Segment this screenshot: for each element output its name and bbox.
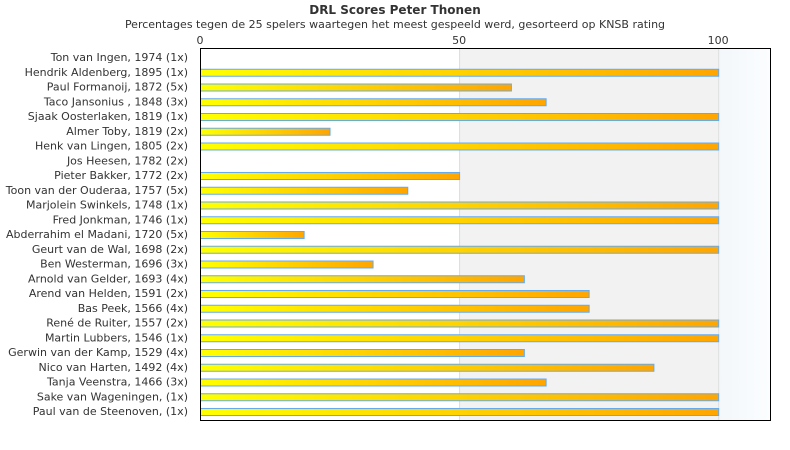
bar <box>200 231 305 239</box>
bar <box>200 127 331 136</box>
y-category-label: Sjaak Oosterlaken, 1819 (1x) <box>28 110 188 123</box>
y-category-label: Geurt van de Wal, 1698 (2x) <box>32 243 188 256</box>
y-category-label: Sake van Wageningen, (1x) <box>37 390 188 403</box>
bar <box>200 408 720 416</box>
bar <box>200 319 720 328</box>
chart-title: DRL Scores Peter Thonen <box>309 3 481 17</box>
bar <box>200 142 720 151</box>
bar <box>200 378 547 387</box>
bar <box>200 260 374 269</box>
y-category-label: Paul Formanoij, 1872 (5x) <box>47 81 188 94</box>
bar <box>200 201 720 210</box>
y-category-label: Jos Heesen, 1782 (2x) <box>66 154 188 167</box>
x-tick-label: 50 <box>452 34 466 47</box>
y-category-label: Pieter Bakker, 1772 (2x) <box>54 169 188 182</box>
y-category-label: Arnold van Gelder, 1693 (4x) <box>28 272 188 285</box>
bar <box>200 304 590 313</box>
bar <box>200 172 461 180</box>
x-tick-label: 0 <box>197 34 204 47</box>
y-category-label: Marjolein Swinkels, 1748 (1x) <box>26 199 188 212</box>
y-category-label: Henk van Lingen, 1805 (2x) <box>35 140 188 153</box>
bar <box>200 349 525 357</box>
y-category-label: Abderrahim el Madani, 1720 (5x) <box>6 228 188 241</box>
bar <box>200 363 655 372</box>
y-category-label: Hendrik Aldenberg, 1895 (1x) <box>25 66 188 79</box>
y-category-label: Almer Toby, 1819 (2x) <box>66 125 188 138</box>
plot-band <box>459 48 719 420</box>
bar <box>200 334 720 343</box>
x-tick-label: 100 <box>708 34 729 47</box>
y-category-label: Paul van de Steenoven, (1x) <box>33 405 188 418</box>
bar <box>200 98 547 107</box>
y-category-label: Martin Lubbers, 1546 (1x) <box>45 331 188 344</box>
y-category-label: Tanja Veenstra, 1466 (3x) <box>46 376 188 389</box>
y-category-label: Fred Jonkman, 1746 (1x) <box>53 213 188 226</box>
bar <box>200 245 720 254</box>
bar <box>200 83 512 92</box>
y-category-label: Toon van der Ouderaa, 1757 (5x) <box>5 184 188 197</box>
bar <box>200 290 590 298</box>
y-category-label: Ben Westerman, 1696 (3x) <box>40 258 188 271</box>
bar <box>200 68 720 77</box>
y-category-label: Arend van Helden, 1591 (2x) <box>29 287 188 300</box>
plot-border <box>200 48 771 421</box>
y-category-label: Nico van Harten, 1492 (4x) <box>39 361 188 374</box>
plot-band <box>718 48 770 420</box>
chart-subtitle: Percentages tegen de 25 spelers waartege… <box>124 18 666 31</box>
y-category-label: Ton van Ingen, 1974 (1x) <box>50 51 188 64</box>
y-category-label: Taco Jansonius , 1848 (3x) <box>43 95 188 108</box>
bar <box>200 275 525 284</box>
y-category-label: Bas Peek, 1566 (4x) <box>78 302 188 315</box>
bar <box>200 113 720 121</box>
y-category-label: René de Ruiter, 1557 (2x) <box>46 317 188 330</box>
y-category-label: Gerwin van der Kamp, 1529 (4x) <box>8 346 188 359</box>
bar <box>200 186 409 195</box>
bar <box>200 216 720 225</box>
bar <box>200 393 720 402</box>
